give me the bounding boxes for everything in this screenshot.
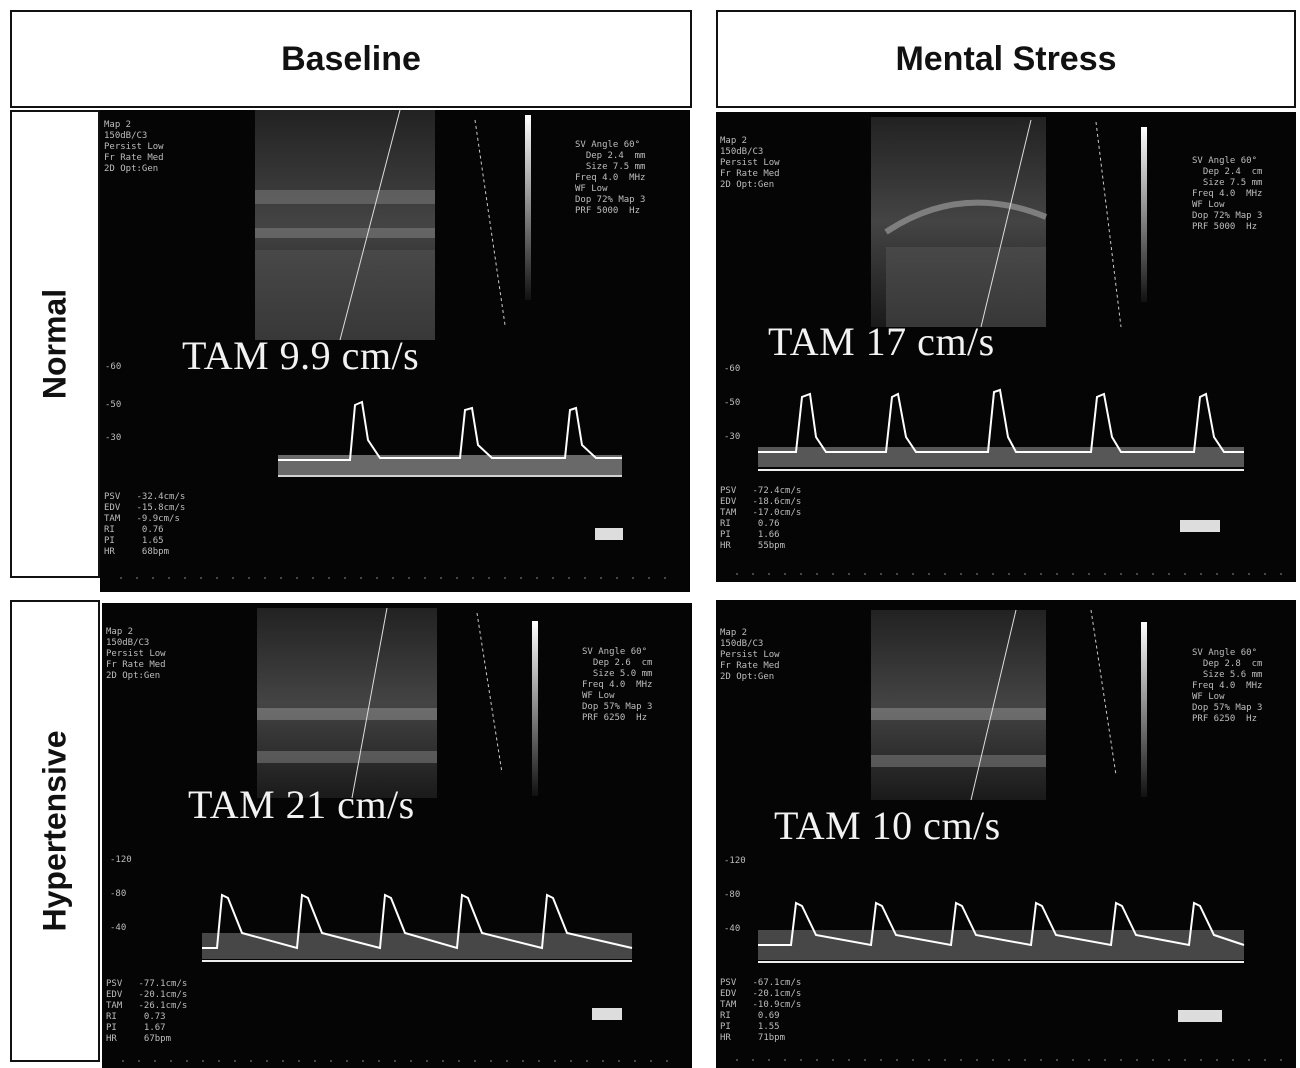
velocity-tick: -80 xyxy=(724,890,741,900)
measurements-text: PSV -32.4cm/s EDV -15.8cm/s TAM -9.9cm/s… xyxy=(104,492,186,557)
left-settings-text: Map 2 150dB/C3 Persist Low Fr Rate Med 2… xyxy=(104,120,164,174)
left-settings-text: Map 2 150dB/C3 Persist Low Fr Rate Med 2… xyxy=(106,627,166,681)
velocity-tick: -50 xyxy=(724,398,741,408)
ultrasound-panel-normal-baseline: Map 2 150dB/C3 Persist Low Fr Rate Med 2… xyxy=(100,110,690,592)
velocity-tick: -60 xyxy=(105,362,122,372)
row-label-normal: Normal xyxy=(36,288,73,400)
velocity-tick: -30 xyxy=(105,433,122,443)
measurements-text: PSV -77.1cm/s EDV -20.1cm/s TAM -26.1cm/… xyxy=(106,979,188,1044)
tam-label: TAM 17 cm/s xyxy=(768,319,995,364)
right-settings-text: SV Angle 60° Dep 2.8 cm Size 5.6 mm Freq… xyxy=(1192,648,1263,724)
velocity-tick: -30 xyxy=(724,432,741,442)
ultrasound-panel-hypertensive-mental-stress: Map 2 150dB/C3 Persist Low Fr Rate Med 2… xyxy=(716,600,1296,1068)
measurements-text: PSV -67.1cm/s EDV -20.1cm/s TAM -10.9cm/… xyxy=(720,978,802,1043)
left-settings-text: Map 2 150dB/C3 Persist Low Fr Rate Med 2… xyxy=(720,628,780,682)
right-settings-text: SV Angle 60° Dep 2.6 cm Size 5.0 mm Freq… xyxy=(582,647,653,723)
ultrasound-image xyxy=(120,110,670,579)
velocity-tick: -50 xyxy=(105,400,122,410)
velocity-tick: -80 xyxy=(110,889,127,899)
tam-label: TAM 10 cm/s xyxy=(774,803,1001,848)
tam-label: TAM 9.9 cm/s xyxy=(182,333,420,378)
velocity-tick: -40 xyxy=(110,923,127,933)
velocity-tick: -60 xyxy=(724,364,741,374)
column-header-baseline: Baseline xyxy=(10,10,692,108)
measurements-text: PSV -72.4cm/s EDV -18.6cm/s TAM -17.0cm/… xyxy=(720,486,802,551)
right-settings-text: SV Angle 60° Dep 2.4 mm Size 7.5 mm Freq… xyxy=(575,140,646,216)
ultrasound-image xyxy=(736,117,1286,575)
row-label-hypertensive: Hypertensive xyxy=(36,730,73,932)
left-settings-text: Map 2 150dB/C3 Persist Low Fr Rate Med 2… xyxy=(720,136,780,190)
row-header-normal: Normal xyxy=(10,110,100,578)
velocity-tick: -120 xyxy=(110,855,132,865)
row-header-hypertensive: Hypertensive xyxy=(10,600,100,1062)
velocity-tick: -120 xyxy=(724,856,746,866)
velocity-tick: -40 xyxy=(724,924,741,934)
ultrasound-image xyxy=(736,609,1286,1061)
ultrasound-image xyxy=(122,607,672,1062)
tam-label: TAM 21 cm/s xyxy=(188,782,415,827)
ultrasound-panel-hypertensive-baseline: Map 2 150dB/C3 Persist Low Fr Rate Med 2… xyxy=(102,603,692,1068)
right-settings-text: SV Angle 60° Dep 2.4 cm Size 7.5 mm Freq… xyxy=(1192,156,1263,232)
ultrasound-panel-normal-mental-stress: Map 2 150dB/C3 Persist Low Fr Rate Med 2… xyxy=(716,112,1296,582)
column-header-mental-stress: Mental Stress xyxy=(716,10,1296,108)
